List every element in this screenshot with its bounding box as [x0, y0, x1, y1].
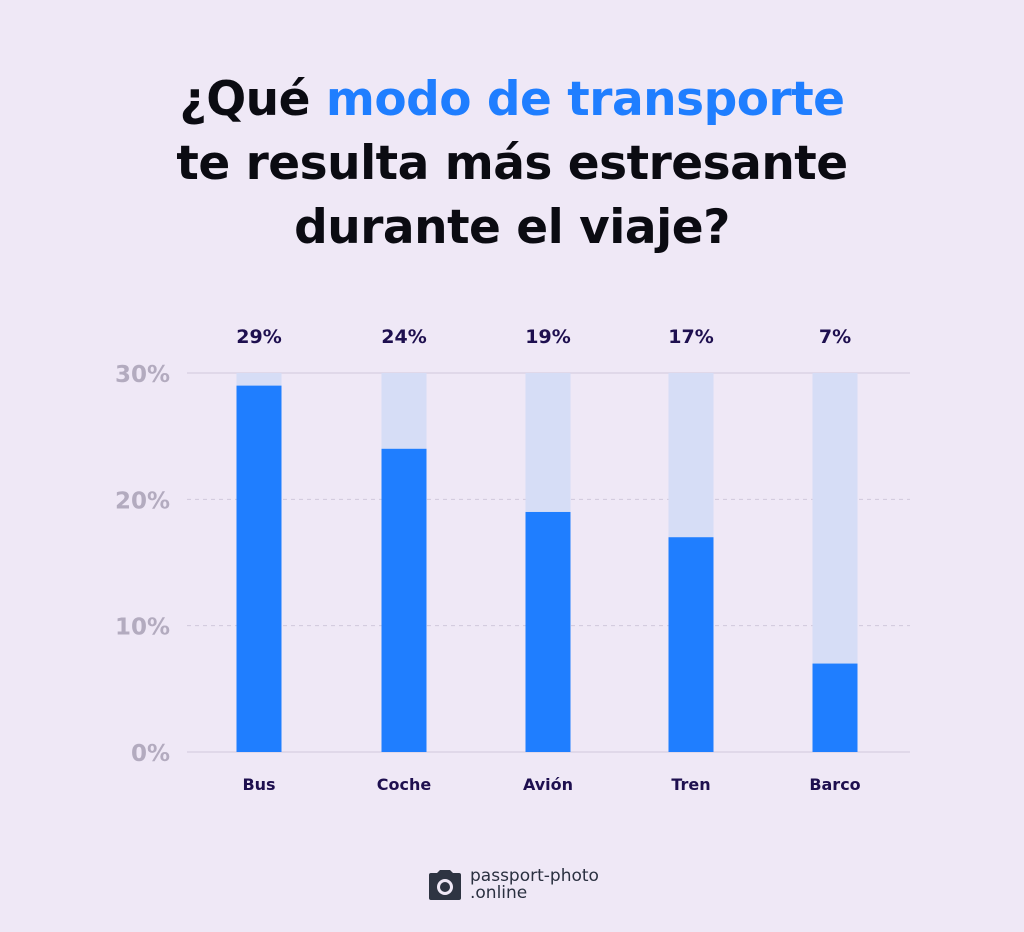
- value-label: 19%: [525, 326, 570, 348]
- camera-icon: [429, 870, 461, 900]
- value-label: 17%: [668, 326, 713, 348]
- y-tick-label: 30%: [115, 362, 170, 388]
- y-tick-label: 0%: [131, 741, 170, 767]
- title-line-2: te resulta más estresante: [176, 136, 848, 191]
- brand-logo: passport-photo .online: [428, 868, 599, 902]
- value-label: 24%: [381, 326, 426, 348]
- y-tick-label: 20%: [115, 488, 170, 514]
- bar: [381, 448, 427, 752]
- chart-title: ¿Qué modo de transporte te resulta más e…: [0, 68, 1024, 260]
- value-label: 29%: [236, 326, 281, 348]
- category-label: Avión: [523, 775, 573, 794]
- bar: [668, 537, 714, 752]
- title-line-1: ¿Qué modo de transporte: [179, 72, 845, 127]
- title-line-3: durante el viaje?: [294, 200, 730, 255]
- brand-name: passport-photo .online: [470, 866, 599, 903]
- category-label: Bus: [242, 775, 275, 794]
- value-label: 7%: [819, 326, 851, 348]
- y-tick-label: 10%: [115, 615, 170, 641]
- bar: [525, 511, 571, 752]
- category-label: Tren: [671, 775, 710, 794]
- category-label: Barco: [809, 775, 860, 794]
- bar: [236, 385, 282, 752]
- bar: [812, 663, 858, 752]
- category-label: Coche: [377, 775, 432, 794]
- title-highlight: modo de transporte: [325, 72, 845, 127]
